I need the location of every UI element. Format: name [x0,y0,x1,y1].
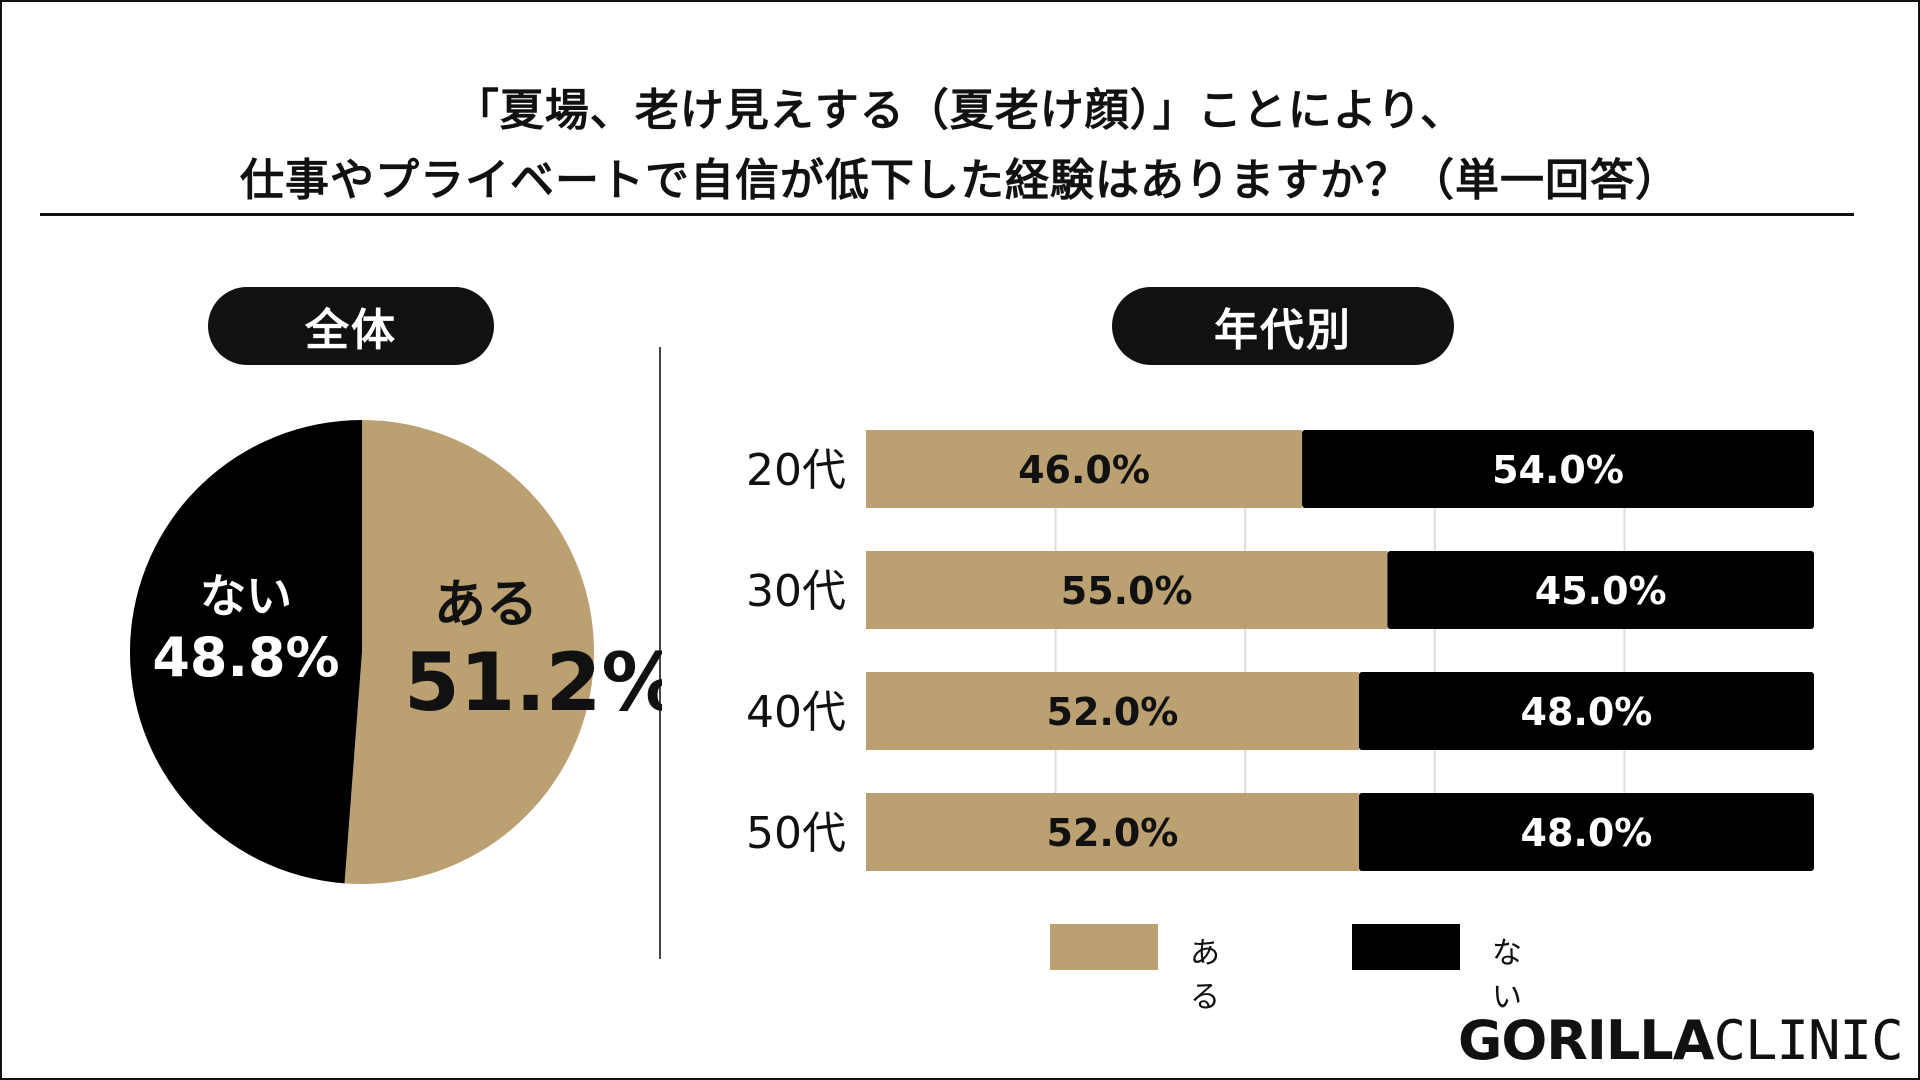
pie-label-aru: ある [434,575,538,635]
age-group-bar-chart: 20代 46.0% 54.0% 30代 55.0% 45.0% 40代 52.0% 48.0% 5… [746,430,1814,871]
bar-value-label: 48.0% [1521,811,1653,855]
pie-label-nai: ない [200,569,292,623]
overall-heading: 全体 [208,287,494,365]
logo-text-bold: GORILLA [1458,1009,1715,1072]
bar-value-label: 52.0% [1047,811,1179,855]
bar-value-label: 54.0% [1492,448,1624,492]
bar-segment-aru [866,551,1388,629]
bar-segment-nai [1358,793,1814,871]
bar-value-label: 55.0% [1061,569,1193,613]
legend-label-nai: ない [1492,936,1522,1015]
legend-swatch-aru [1050,924,1158,970]
legend-swatch-nai [1352,924,1460,970]
chart-title-line-2: 仕事やプライベートで自信が低下した経験はありますか？（単一回答） [240,155,1680,206]
section-divider [659,347,661,959]
chart-title-line-1: 「夏場、老け見えする（夏老け顔）」ことにより、 [454,85,1466,136]
bar-value-label: 45.0% [1535,569,1667,613]
title-underline [40,213,1854,216]
bar-value-label: 48.0% [1521,690,1653,734]
pie-value-aru: 51.2% [404,636,662,729]
category-label: 20代 [746,445,846,496]
bar-segment-aru [866,430,1303,508]
legend-label-aru: ある [1190,936,1220,1015]
bar-segment-nai [1387,551,1814,629]
bar-segment-nai [1302,430,1814,508]
bar-segment-aru [866,672,1359,750]
bar-value-label: 52.0% [1047,690,1179,734]
brand-logo: GORILLACLINIC [1458,1014,1904,1068]
logo-text-light: CLINIC [1713,1009,1904,1072]
bar-value-label: 46.0% [1018,448,1150,492]
pie-value-nai: 48.8% [152,626,339,689]
category-label: 40代 [746,687,846,738]
bar-segment-nai [1358,672,1814,750]
category-label: 30代 [746,566,846,617]
pie-slice-nai [130,420,362,884]
category-label: 50代 [746,808,846,859]
bar-segment-aru [866,793,1359,871]
pie-slice-aru [344,420,595,884]
age-group-heading: 年代別 [1112,287,1454,365]
